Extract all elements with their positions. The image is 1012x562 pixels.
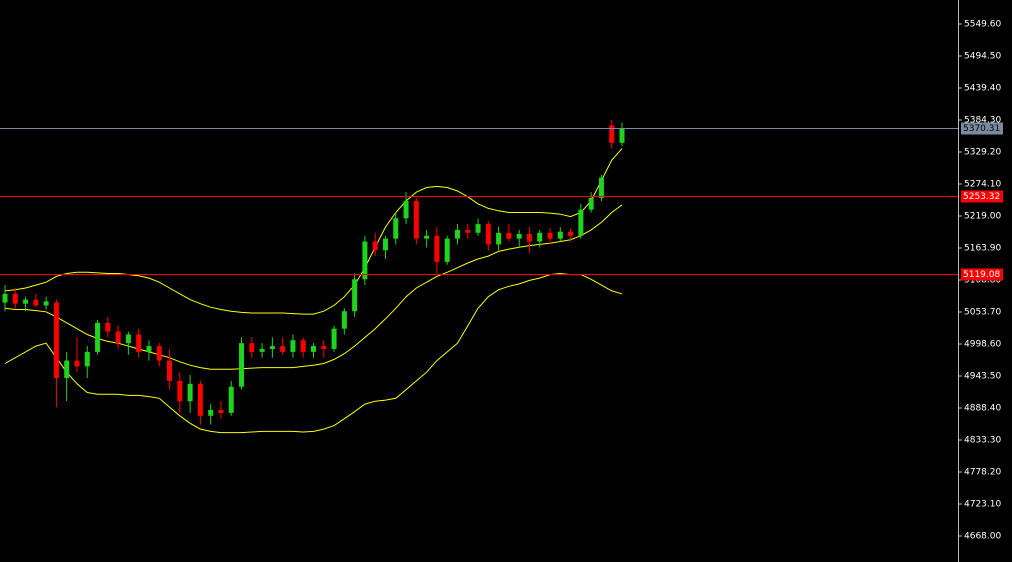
y-tick-label: 4998.60 <box>964 339 1001 349</box>
y-tick-label: 5274.10 <box>964 179 1001 189</box>
candle-body <box>568 231 574 236</box>
candle-body <box>64 360 70 379</box>
y-tick-label: 4833.30 <box>964 435 1001 445</box>
candle-body <box>95 322 101 352</box>
candle-body <box>249 343 255 352</box>
candle-body <box>280 346 286 352</box>
candle-body <box>321 346 327 349</box>
candle-body <box>506 232 512 239</box>
candle-body <box>177 380 183 402</box>
candle-body <box>269 346 275 349</box>
candle-body <box>311 346 316 352</box>
candle-body <box>2 293 8 303</box>
candle-body <box>382 238 388 251</box>
candle-body <box>341 311 347 329</box>
candle-body <box>167 360 173 381</box>
price-label-box <box>961 122 1003 135</box>
candle-body <box>485 224 491 245</box>
candle-body <box>598 177 604 198</box>
candle-body <box>105 322 111 332</box>
price-label: 5253.32 <box>963 192 1000 202</box>
candle-body <box>187 383 193 402</box>
candle-body <box>465 229 471 233</box>
y-tick-label: 5053.70 <box>964 307 1001 317</box>
y-tick-label: 5329.20 <box>964 147 1001 157</box>
y-tick-label: 5384.30 <box>964 115 1001 125</box>
candle-body <box>331 328 337 349</box>
y-tick-label: 5494.50 <box>964 51 1001 61</box>
candle-body <box>619 128 625 143</box>
candle-body <box>588 197 594 210</box>
y-tick-label: 4778.20 <box>964 467 1001 477</box>
candle-body <box>33 299 39 306</box>
candle-body <box>300 340 306 352</box>
price-label: 5119.08 <box>963 270 1000 280</box>
y-tick-label: 5219.00 <box>964 211 1001 221</box>
candle-body <box>578 209 584 236</box>
candle-body <box>475 224 481 233</box>
y-tick-label: 5439.40 <box>964 83 1001 93</box>
candle-body <box>547 232 553 239</box>
candle-body <box>393 218 399 239</box>
candle-body <box>12 293 18 304</box>
candle-body <box>156 346 162 361</box>
candle-body <box>53 302 59 379</box>
y-tick-label: 4943.50 <box>964 371 1001 381</box>
candle-body <box>23 299 29 304</box>
candle-body <box>84 351 90 367</box>
candle-body <box>413 200 419 239</box>
y-tick-label: 4723.10 <box>964 499 1001 509</box>
candle-body <box>526 233 532 242</box>
candle-body <box>125 334 131 344</box>
candle-body <box>146 346 152 352</box>
candle-body <box>352 279 358 312</box>
candle-body <box>424 235 430 239</box>
candle-body <box>115 331 121 344</box>
candle-body <box>557 231 563 239</box>
bollinger-band <box>4 272 623 434</box>
candle-body <box>609 125 615 143</box>
candle-body <box>537 232 543 242</box>
bollinger-band <box>4 148 623 315</box>
candle-body <box>403 200 409 219</box>
candle-body <box>434 235 440 262</box>
price-label-box <box>961 268 1003 281</box>
candle-body <box>197 383 203 416</box>
y-tick-label: 4668.00 <box>964 531 1001 541</box>
candle-body <box>228 386 234 413</box>
candle-body <box>496 232 502 245</box>
candle-body <box>454 229 460 239</box>
candle-body <box>362 241 368 280</box>
candle-body <box>136 334 142 352</box>
price-label: 5370.31 <box>963 124 1000 134</box>
candle-body <box>290 340 296 352</box>
y-tick-label: 5163.90 <box>964 243 1001 253</box>
candle-body <box>218 409 224 413</box>
candle-body <box>239 343 245 387</box>
candle-body <box>208 409 214 416</box>
candle-body <box>74 360 80 367</box>
candle-body <box>372 241 378 251</box>
candle-body <box>43 301 49 306</box>
candle-body <box>259 348 265 352</box>
price-label-box <box>961 190 1003 203</box>
candle-body <box>516 233 522 239</box>
candle-body <box>444 238 450 262</box>
y-tick-label: 4888.40 <box>964 403 1001 413</box>
y-tick-label: 5549.60 <box>964 19 1001 29</box>
